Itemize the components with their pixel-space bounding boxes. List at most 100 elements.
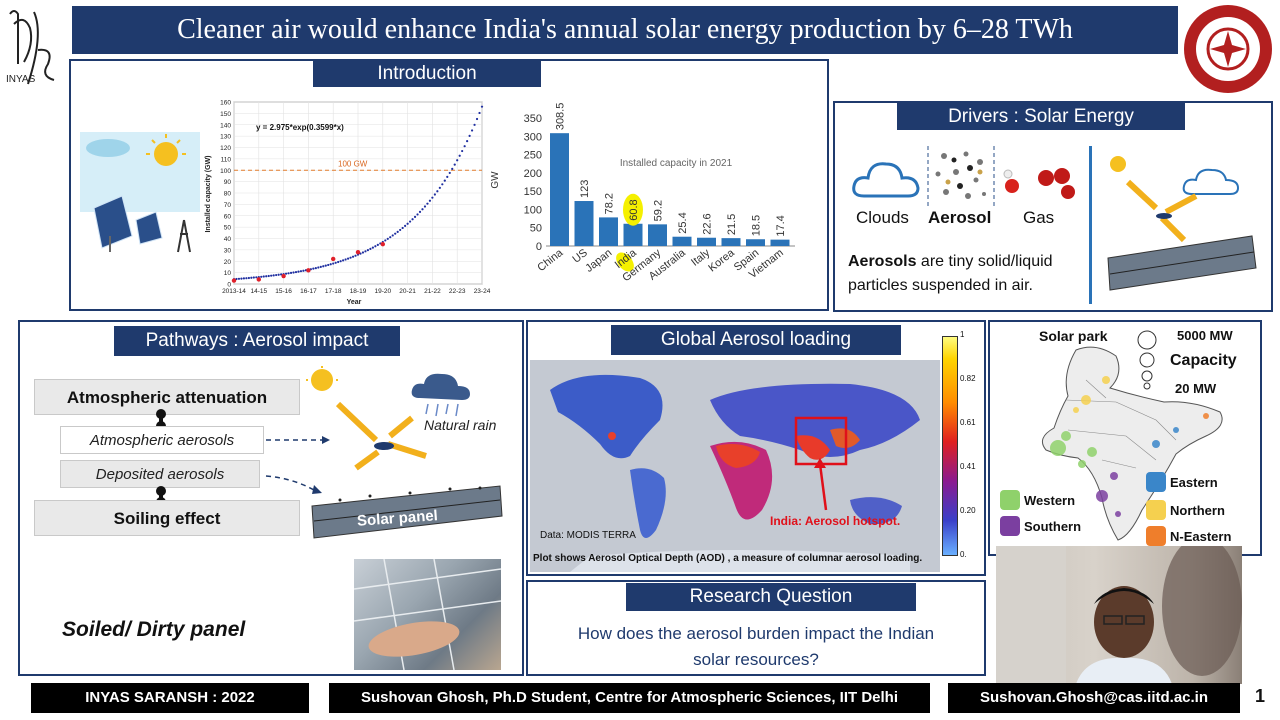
pathway-arrows <box>265 436 330 494</box>
footer-email-text[interactable]: Sushovan.Ghosh@cas.iitd.ac.in <box>979 689 1208 706</box>
fit-curve-point <box>456 159 459 162</box>
bar-ytick: 100 <box>524 204 542 216</box>
growth-ytick: 150 <box>220 111 231 118</box>
pathways-heading: Pathways : Aerosol impact <box>114 326 400 356</box>
fit-curve-point <box>349 256 352 259</box>
intro-heading-text: Introduction <box>377 63 477 84</box>
fit-curve-point <box>324 264 327 267</box>
bar <box>746 239 765 246</box>
colorbar-ticks: 1 0.82 0.61 0.41 0.20 0. <box>960 330 980 560</box>
growth-xtick: 23-24 <box>474 288 491 295</box>
bar <box>697 237 716 246</box>
legend-label: Eastern <box>1170 474 1218 490</box>
growth-ytick: 30 <box>224 247 232 254</box>
legend-swatch <box>1146 526 1166 546</box>
fit-curve-point <box>344 258 347 261</box>
drivers-heading: Drivers : Solar Energy <box>897 103 1185 130</box>
fit-curve-point <box>284 272 288 275</box>
fit-curve-point <box>242 277 246 280</box>
legend-item-northern: Northern <box>1146 500 1225 520</box>
growth-xtick: 22-23 <box>449 288 466 295</box>
global-heading: Global Aerosol loading <box>611 325 901 355</box>
bar <box>770 239 790 246</box>
dep-aerosols-box: Deposited aerosols <box>60 460 260 488</box>
fit-curve-point <box>255 276 258 279</box>
definition-line-2: particles suspended in air. <box>848 277 1033 294</box>
bar <box>721 238 741 246</box>
inyas-logo: INYAS <box>4 4 60 86</box>
legend-label: Southern <box>1024 518 1082 534</box>
drivers-heading-text: Drivers : Solar Energy <box>948 106 1134 127</box>
data-point <box>306 268 311 273</box>
research-line-2: solar resources? <box>693 650 819 669</box>
bar-value-label: 18.5 <box>751 215 763 236</box>
colorbar-tick: 1 <box>960 330 965 339</box>
aod-world-map <box>530 360 940 572</box>
colorbar-tick: 0.61 <box>960 418 976 427</box>
legend-item-southern: Southern <box>1000 516 1081 536</box>
fit-curve-point <box>441 183 444 186</box>
growth-ytick: 0 <box>227 282 231 289</box>
fit-curve-point <box>327 263 330 267</box>
capacity-max-label: 5000 MW <box>1177 328 1233 343</box>
fit-curve-point <box>470 129 474 132</box>
drivers-divider <box>1089 146 1092 304</box>
fit-curve-point <box>329 263 332 266</box>
growth-ytick: 40 <box>224 236 232 243</box>
data-point <box>331 256 336 262</box>
fit-curve-point <box>436 190 439 193</box>
page-number: 1 <box>1255 686 1266 706</box>
fit-curve-point <box>423 205 427 208</box>
growth-ytick: 100 <box>220 168 231 175</box>
growth-xtick: 15-16 <box>275 288 292 295</box>
fit-curve-point <box>245 277 248 280</box>
fit-curve-point <box>453 163 456 166</box>
legend-swatch <box>1000 490 1020 510</box>
colorbar-tick: 0.41 <box>960 462 976 471</box>
fit-curve-point <box>297 270 300 273</box>
data-point <box>256 277 261 282</box>
india-value-highlight <box>623 193 643 226</box>
growth-chart: Installed capacity (GW) 0 10 20 30 40 50 60 70 8… <box>205 100 491 307</box>
bar-ytick: 250 <box>524 150 542 162</box>
growth-ytick: 70 <box>224 202 232 209</box>
legend-item-eastern: Eastern <box>1146 472 1218 492</box>
atm-attenuation-box: Atmospheric attenuation <box>34 379 300 415</box>
fit-curve-point <box>413 215 417 218</box>
bar-value-label: 59.2 <box>653 200 665 221</box>
fit-curve-point <box>265 275 268 278</box>
growth-xtick: 17-18 <box>325 288 342 295</box>
title-banner: Cleaner air would enhance India's annual… <box>72 6 1178 54</box>
fit-curve-point <box>270 274 273 277</box>
legend-item-n-eastern: N-Eastern <box>1146 526 1231 546</box>
growth-xtick: 18-19 <box>350 288 367 295</box>
fit-curve-point <box>389 236 392 239</box>
intro-heading: Introduction <box>313 61 541 87</box>
bar-value-label: 22.6 <box>702 213 714 234</box>
fit-curve-point <box>438 186 441 189</box>
fit-curve-point <box>399 228 402 232</box>
footer-author-text: Sushovan Ghosh, Ph.D Student, Centre for… <box>360 689 899 706</box>
legend-label: Western <box>1024 492 1076 508</box>
fit-curve-point <box>406 222 409 225</box>
fit-curve-point <box>401 226 404 230</box>
bar-value-label: 17.4 <box>775 215 787 236</box>
research-question: How does the aerosol burden impact the I… <box>526 621 986 673</box>
capacity-label: Capacity <box>1170 352 1237 369</box>
capacity-legend-circles <box>1134 330 1164 397</box>
growth-ytick: 60 <box>224 213 232 220</box>
fit-curve-point <box>421 208 424 211</box>
bar <box>623 223 643 246</box>
connector-top-dot-1 <box>156 409 166 419</box>
fit-curve-point <box>371 246 374 249</box>
india-map <box>1006 340 1246 551</box>
growth-xtick: 14-15 <box>250 288 267 295</box>
growth-ytick: 110 <box>221 156 232 163</box>
clouds-label: Clouds <box>856 208 909 227</box>
data-point <box>355 249 361 255</box>
fit-curve-point <box>334 261 337 264</box>
footer-email[interactable]: Sushovan.Ghosh@cas.iitd.ac.in <box>948 683 1240 713</box>
bar-annotation: Installed capacity in 2021 <box>620 158 733 169</box>
fit-curve-point <box>446 175 449 178</box>
fit-curve-point <box>262 275 265 278</box>
